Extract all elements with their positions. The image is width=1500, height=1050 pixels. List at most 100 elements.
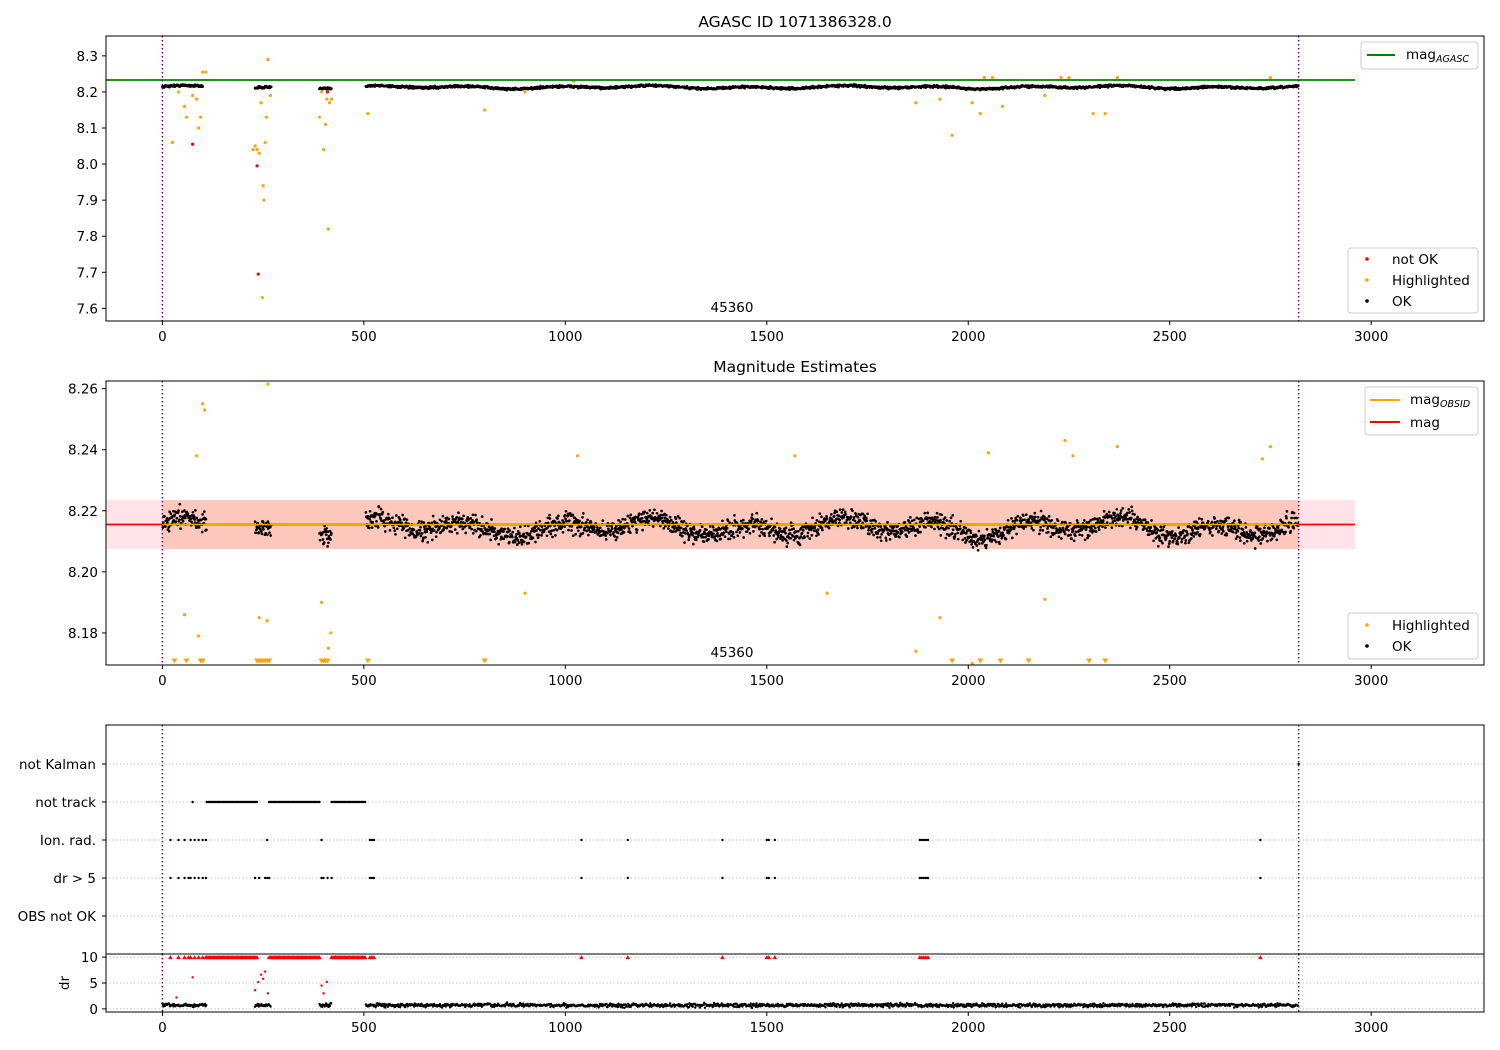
highlighted-point xyxy=(325,97,329,101)
ok-point xyxy=(852,516,856,519)
ok-point xyxy=(971,546,975,549)
ok-point xyxy=(856,515,860,519)
ok-point xyxy=(1275,538,1279,542)
ok-point xyxy=(655,511,659,515)
out-of-range-marker xyxy=(977,658,984,664)
ok-point xyxy=(1010,536,1014,540)
ok-point xyxy=(1161,541,1164,545)
ok-point xyxy=(435,530,438,534)
out-of-range-marker xyxy=(364,658,371,664)
ok-point xyxy=(1015,518,1019,522)
ok-point xyxy=(820,515,823,519)
highlighted-point xyxy=(184,115,189,119)
ok-point xyxy=(909,516,912,519)
ok-point xyxy=(985,527,989,531)
ok-point xyxy=(440,519,443,523)
ok-point xyxy=(545,534,549,538)
flag-label: not track xyxy=(35,795,96,811)
highlighted-point xyxy=(261,184,265,188)
ok-point xyxy=(570,525,574,528)
ok-point xyxy=(640,516,644,520)
ok-point xyxy=(1238,536,1242,539)
ok-point xyxy=(193,521,197,524)
ok-point xyxy=(943,516,947,519)
ok-point xyxy=(1269,534,1272,537)
ok-point xyxy=(1227,516,1231,520)
ok-point xyxy=(419,525,422,529)
ok-point xyxy=(506,535,509,538)
ok-point xyxy=(647,519,651,523)
ok-point xyxy=(748,531,752,535)
ok-point xyxy=(537,533,541,537)
ok-point xyxy=(190,520,193,524)
ok-point xyxy=(844,513,847,516)
ok-point xyxy=(846,527,850,530)
ok-point xyxy=(635,531,639,534)
ok-point xyxy=(508,529,512,532)
ok-point xyxy=(1098,516,1101,520)
ok-point xyxy=(324,533,328,537)
ok-point xyxy=(1060,537,1063,540)
ok-point xyxy=(581,531,585,535)
ok-point xyxy=(867,528,870,532)
ok-point xyxy=(327,541,330,545)
ok-point xyxy=(417,520,421,523)
ok-point xyxy=(1016,514,1020,518)
ok-point xyxy=(1197,517,1201,520)
ok-point xyxy=(851,509,854,513)
ok-point xyxy=(853,519,857,523)
ok-point xyxy=(1004,537,1008,541)
highlighted-point xyxy=(1067,75,1071,80)
ok-point xyxy=(1253,531,1257,535)
ok-point xyxy=(581,512,585,515)
ok-point xyxy=(371,521,375,524)
ok-point xyxy=(958,527,962,531)
ok-point xyxy=(1234,531,1238,535)
ok-point xyxy=(1015,532,1018,536)
ok-point xyxy=(592,528,596,531)
ok-point xyxy=(1156,544,1160,548)
ok-point xyxy=(760,518,764,521)
ok-point xyxy=(183,516,187,520)
ok-point xyxy=(432,529,436,532)
ok-point xyxy=(368,509,372,513)
ok-point xyxy=(370,526,374,530)
ok-point xyxy=(1118,517,1122,521)
ok-point xyxy=(1233,525,1237,528)
ok-point xyxy=(768,534,771,538)
ok-point xyxy=(936,516,939,519)
ok-point xyxy=(1213,517,1216,520)
ok-point xyxy=(493,530,496,534)
highlighted-point xyxy=(483,108,487,112)
ok-point xyxy=(1292,526,1296,530)
top-points-legend: not OK Highlighted OK xyxy=(1347,247,1479,314)
ok-point xyxy=(735,530,738,534)
ok-point xyxy=(1206,520,1210,523)
ok-point xyxy=(1046,530,1050,534)
ok-point xyxy=(557,514,560,518)
ok-point xyxy=(1216,520,1219,523)
ok-point xyxy=(1036,515,1040,519)
ok-point xyxy=(173,513,177,517)
ok-point xyxy=(1259,542,1263,545)
ok-point xyxy=(179,527,182,530)
ok-point xyxy=(502,537,506,541)
ok-point xyxy=(672,527,676,530)
mid-legend-ok: OK xyxy=(1392,639,1413,655)
ok-point xyxy=(201,85,204,88)
top-obsid-label: 45360 xyxy=(711,300,754,316)
ok-point xyxy=(1241,528,1245,531)
ok-point xyxy=(721,519,724,523)
ok-point xyxy=(322,541,326,544)
ok-point xyxy=(870,527,874,531)
ok-point xyxy=(451,515,454,518)
ok-point xyxy=(1074,534,1077,538)
ok-point xyxy=(930,525,933,529)
ok-point xyxy=(392,526,396,530)
ok-point xyxy=(1113,511,1117,515)
ok-point xyxy=(1239,539,1242,543)
ok-point xyxy=(1268,527,1271,530)
ok-point xyxy=(660,509,663,513)
ok-point xyxy=(835,510,839,514)
ok-point xyxy=(1287,525,1290,529)
